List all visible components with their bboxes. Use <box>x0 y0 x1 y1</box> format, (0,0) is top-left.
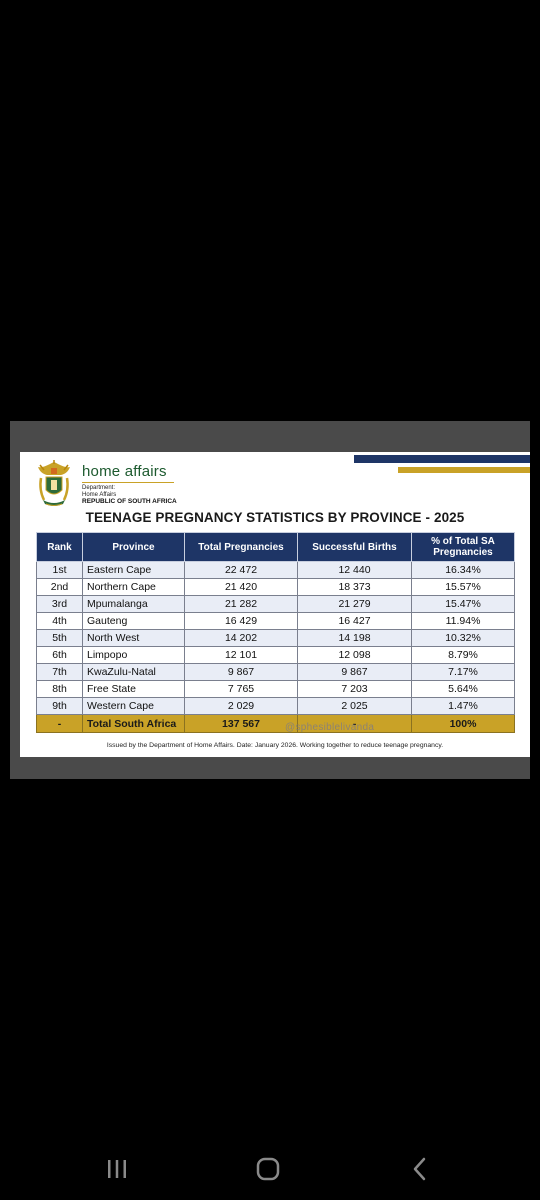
percent-cell: 15.47% <box>411 595 515 613</box>
successful-births-cell: 12 098 <box>297 646 412 664</box>
department-label: Department: <box>82 485 116 491</box>
total-pregnancies-cell: 21 282 <box>184 595 298 613</box>
total-births-cell: - <box>297 714 412 733</box>
android-navigation-bar <box>0 1140 540 1200</box>
province-cell: KwaZulu-Natal <box>82 663 185 681</box>
column-header-province: Province <box>82 532 185 562</box>
table-row: 8th Free State 7 765 7 203 5.64% <box>36 680 515 698</box>
total-pregnancies-cell: 2 029 <box>184 697 298 715</box>
successful-births-cell: 2 025 <box>297 697 412 715</box>
province-cell: North West <box>82 629 185 647</box>
home-icon <box>256 1157 280 1181</box>
rank-cell: 5th <box>36 629 83 647</box>
rank-cell: 6th <box>36 646 83 664</box>
percent-cell: 10.32% <box>411 629 515 647</box>
rank-cell: 9th <box>36 697 83 715</box>
province-cell: Western Cape <box>82 697 185 715</box>
table-row: 1st Eastern Cape 22 472 12 440 16.34% <box>36 561 515 579</box>
province-cell: Gauteng <box>82 612 185 630</box>
country-name: REPUBLIC OF SOUTH AFRICA <box>82 498 177 505</box>
total-pregnancies-cell: 7 765 <box>184 680 298 698</box>
statistics-table: Rank Province Total Pregnancies Successf… <box>36 532 515 733</box>
home-button[interactable] <box>248 1154 288 1184</box>
column-header-percent-total: % of Total SA Pregnancies <box>411 532 515 562</box>
decorative-navy-stripe <box>354 455 530 463</box>
coat-of-arms-logo <box>38 460 70 506</box>
table-row: 4th Gauteng 16 429 16 427 11.94% <box>36 612 515 630</box>
total-pregnancies-cell: 12 101 <box>184 646 298 664</box>
department-branding: home affairs Department: Home Affairs RE… <box>82 464 177 506</box>
total-rank-cell: - <box>36 714 83 733</box>
brand-divider <box>82 482 174 483</box>
back-button[interactable] <box>400 1154 440 1184</box>
total-province-cell: Total South Africa <box>82 714 185 733</box>
total-pregnancies-cell: 14 202 <box>184 629 298 647</box>
successful-births-cell: 9 867 <box>297 663 412 681</box>
footnote: Issued by the Department of Home Affairs… <box>106 742 444 749</box>
recent-apps-icon <box>108 1160 126 1178</box>
table-row: 3rd Mpumalanga 21 282 21 279 15.47% <box>36 595 515 613</box>
rank-cell: 7th <box>36 663 83 681</box>
percent-cell: 5.64% <box>411 680 515 698</box>
percent-cell: 16.34% <box>411 561 515 579</box>
total-pregnancies-cell: 16 429 <box>184 612 298 630</box>
rank-cell: 4th <box>36 612 83 630</box>
decorative-gold-stripe <box>398 467 530 473</box>
percent-cell: 11.94% <box>411 612 515 630</box>
statistics-card: home affairs Department: Home Affairs RE… <box>20 452 530 757</box>
table-header-row: Rank Province Total Pregnancies Successf… <box>36 532 515 562</box>
table-row: 6th Limpopo 12 101 12 098 8.79% <box>36 646 515 664</box>
column-header-successful-births: Successful Births <box>297 532 412 562</box>
rank-cell: 2nd <box>36 578 83 596</box>
rank-cell: 3rd <box>36 595 83 613</box>
total-pregnancies-cell: 9 867 <box>184 663 298 681</box>
brand-name: home affairs <box>82 463 167 480</box>
report-title: TEENAGE PREGNANCY STATISTICS BY PROVINCE… <box>85 510 465 525</box>
successful-births-cell: 18 373 <box>297 578 412 596</box>
province-cell: Free State <box>82 680 185 698</box>
table-row: 9th Western Cape 2 029 2 025 1.47% <box>36 697 515 715</box>
province-cell: Limpopo <box>82 646 185 664</box>
total-pregnancies-cell: 21 420 <box>184 578 298 596</box>
column-header-total-pregnancies: Total Pregnancies <box>184 532 298 562</box>
province-cell: Northern Cape <box>82 578 185 596</box>
successful-births-cell: 16 427 <box>297 612 412 630</box>
province-cell: Mpumalanga <box>82 595 185 613</box>
successful-births-cell: 7 203 <box>297 680 412 698</box>
shared-image[interactable]: home affairs Department: Home Affairs RE… <box>10 421 530 779</box>
total-percent-cell: 100% <box>411 714 515 733</box>
total-pregnancies-sum-cell: 137 567 <box>184 714 298 733</box>
watermark-text: @sphesiblelivanda <box>285 722 375 733</box>
column-header-rank: Rank <box>36 532 83 562</box>
rank-cell: 8th <box>36 680 83 698</box>
total-pregnancies-cell: 22 472 <box>184 561 298 579</box>
recent-apps-button[interactable] <box>97 1154 137 1184</box>
table-row: 5th North West 14 202 14 198 10.32% <box>36 629 515 647</box>
percent-cell: 8.79% <box>411 646 515 664</box>
table-row: 2nd Northern Cape 21 420 18 373 15.57% <box>36 578 515 596</box>
province-cell: Eastern Cape <box>82 561 185 579</box>
successful-births-cell: 21 279 <box>297 595 412 613</box>
successful-births-cell: 12 440 <box>297 561 412 579</box>
back-icon <box>413 1157 426 1181</box>
percent-cell: 1.47% <box>411 697 515 715</box>
percent-cell: 7.17% <box>411 663 515 681</box>
rank-cell: 1st <box>36 561 83 579</box>
successful-births-cell: 14 198 <box>297 629 412 647</box>
table-row: 7th KwaZulu-Natal 9 867 9 867 7.17% <box>36 663 515 681</box>
department-name: Home Affairs <box>82 491 117 498</box>
table-total-row: - Total South Africa 137 567 - 100% <box>36 714 515 733</box>
percent-cell: 15.57% <box>411 578 515 596</box>
